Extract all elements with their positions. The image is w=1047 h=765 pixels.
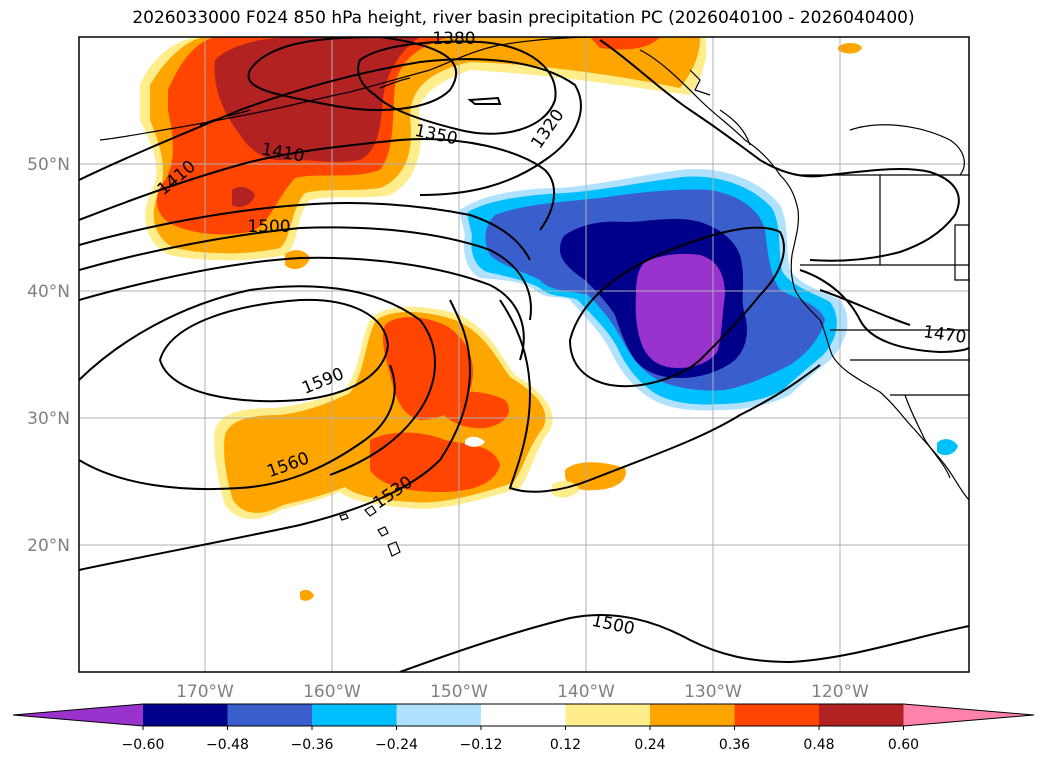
colorbar-tick-label: 0.60	[888, 737, 919, 753]
longitude-labels: 170°W 160°W 150°W 140°W 130°W 120°W	[176, 682, 869, 702]
lon-label: 170°W	[176, 682, 234, 702]
colorbar-extend-max	[903, 704, 1034, 726]
map-content	[79, 37, 969, 672]
colorbar-tick-label: −0.12	[460, 737, 503, 753]
colorbar-segment	[227, 704, 313, 726]
colorbar: −0.60 −0.48 −0.36 −0.24 −0.12 0.12 0.24 0.36 0.4…	[12, 703, 1035, 753]
colorbar-segment	[734, 704, 820, 726]
lon-label: 120°W	[811, 682, 869, 702]
lat-label: 30°N	[27, 409, 70, 429]
colorbar-segment	[312, 704, 397, 726]
graticule	[79, 37, 969, 672]
colorbar-segment	[481, 704, 566, 726]
colorbar-segment	[143, 704, 228, 726]
colorbar-segment	[565, 704, 651, 726]
colorbar-extend-min	[13, 704, 143, 726]
height-contours	[79, 37, 969, 672]
lon-label: 130°W	[684, 682, 742, 702]
colorbar-tick-label: −0.48	[206, 737, 249, 753]
colorbar-segment	[650, 704, 735, 726]
map-frame	[78, 36, 970, 673]
colorbar-tick-label: −0.36	[291, 737, 334, 753]
contour-label: 1380	[432, 29, 475, 49]
positive-anomaly-south	[214, 306, 626, 601]
colorbar-tick-label: 0.36	[719, 737, 750, 753]
contour-label: 1500	[247, 217, 290, 237]
colorbar-segment	[396, 704, 482, 726]
colorbar-tick-label: −0.24	[375, 737, 418, 753]
lon-label: 160°W	[303, 682, 361, 702]
lon-label: 150°W	[430, 682, 488, 702]
lon-label: 140°W	[557, 682, 615, 702]
colorbar-tick-label: 0.48	[803, 737, 834, 753]
map-title: 2026033000 F024 850 hPa height, river ba…	[132, 8, 915, 28]
colorbar-segment	[819, 704, 904, 726]
colorbar-tick-label: 0.24	[634, 737, 665, 753]
colorbar-tick-label: 0.12	[550, 737, 581, 753]
colorbar-tick-label: −0.60	[122, 737, 165, 753]
lat-label: 40°N	[27, 282, 70, 302]
lat-label: 20°N	[27, 536, 70, 556]
latitude-labels: 50°N 40°N 30°N 20°N	[27, 155, 70, 556]
lat-label: 50°N	[27, 155, 70, 175]
